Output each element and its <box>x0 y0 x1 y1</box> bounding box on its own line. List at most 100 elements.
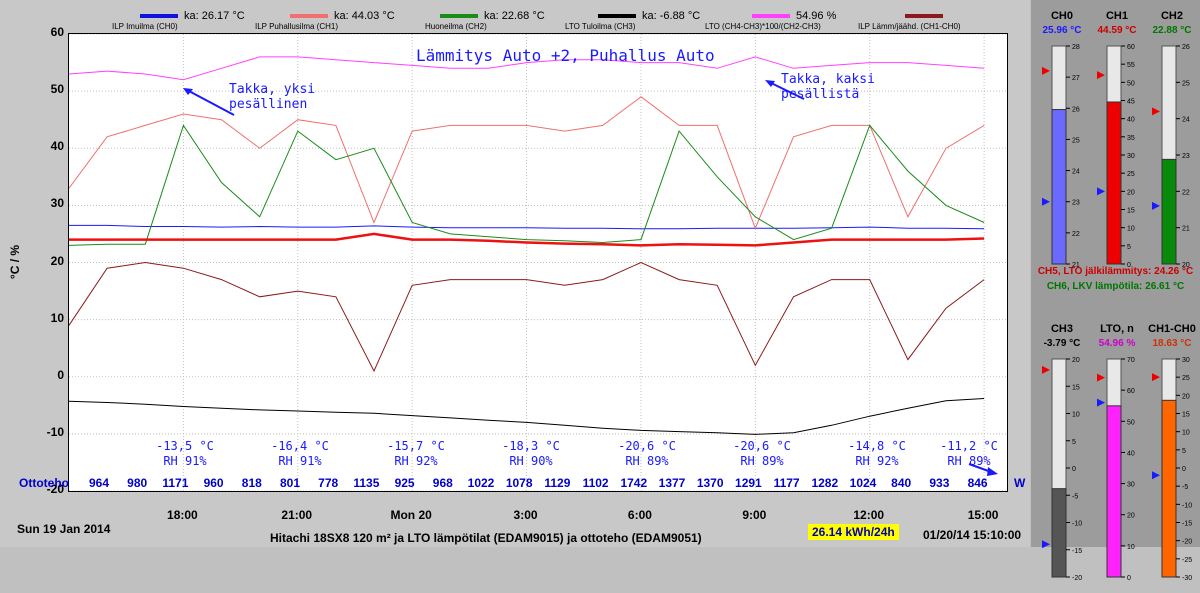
legend-swatch <box>290 14 328 19</box>
gauge-tick-label: -15 <box>1182 521 1192 528</box>
y-tick-label: -10 <box>46 424 64 439</box>
ottoteho-value: 818 <box>241 476 262 490</box>
outdoor-reading: -11,2 °C RH 89% <box>924 439 1014 469</box>
ottoteho-label: Ottoteho <box>19 476 69 490</box>
ottoteho-value: 846 <box>967 476 988 490</box>
gauge-tick-label: 60 <box>1127 44 1135 51</box>
legend-series-name: ILP Lämm/jäähd. (CH1-CH0) <box>858 22 961 31</box>
legend-entry <box>905 10 949 22</box>
gauge-tick-label: 0 <box>1182 466 1186 473</box>
gauge-tick-label: 28 <box>1072 44 1080 51</box>
gauge-ch1: CH1 44.59 °C 60 55 50 45 40 35 30 25 20 15 10 5 0 <box>1089 10 1145 280</box>
gauge-tick-label: 26 <box>1182 44 1190 51</box>
outdoor-temp: -20,6 °C <box>733 439 791 453</box>
outdoor-temp: -20,6 °C <box>618 439 676 453</box>
outdoor-rh: RH 89% <box>947 454 991 468</box>
legend-swatch <box>440 14 478 19</box>
gauge-tick-label: 20 <box>1182 262 1190 269</box>
gauge-low-marker <box>1152 471 1160 480</box>
gauge-fill <box>1106 101 1122 265</box>
gauge-tick-label: 25 <box>1127 171 1135 178</box>
ottoteho-value: 1377 <box>658 476 686 490</box>
legend-series-name: Huoneilma (CH2) <box>425 22 487 31</box>
outdoor-rh: RH 92% <box>855 454 899 468</box>
gauge-tick-label: 60 <box>1127 388 1135 395</box>
ottoteho-value: 980 <box>127 476 148 490</box>
x-tick-label: 9:00 <box>742 508 767 522</box>
ottoteho-value: 1078 <box>505 476 533 490</box>
legend-entry: ka: 26.17 °C <box>140 10 245 22</box>
x-tick-label: 21:00 <box>281 508 313 522</box>
legend-value: ka: 26.17 °C <box>184 10 245 22</box>
annotation-takka-2: Takka, kaksi pesällistä <box>781 72 875 102</box>
gauge-tick-label: 70 <box>1127 357 1135 364</box>
gauge-low-marker <box>1097 187 1105 196</box>
gauge-tick-label: 15 <box>1072 384 1080 391</box>
x-tick-label: 6:00 <box>627 508 652 522</box>
gauge-tick-label: 30 <box>1127 153 1135 160</box>
gauge-ch0: CH0 25.96 °C 28 27 26 25 24 23 22 21 <box>1034 10 1090 280</box>
gauge-tick-label: 40 <box>1127 117 1135 124</box>
ottoteho-value: 1102 <box>582 476 609 490</box>
gauge-svg: 20 15 10 5 0 -5 -10 -15 -20 <box>1042 357 1082 582</box>
gauge-tick-label: 20 <box>1182 393 1190 400</box>
gauge-low-marker <box>1042 540 1050 549</box>
outdoor-rh: RH 91% <box>278 454 322 468</box>
outdoor-temp: -14,8 °C <box>848 439 906 453</box>
legend-entry: 54.96 % <box>752 10 836 22</box>
gauge-tick-label: -20 <box>1072 575 1082 582</box>
legend-value: ka: 44.03 °C <box>334 10 395 22</box>
gauge-fill <box>1161 399 1177 578</box>
outdoor-temp: -13,5 °C <box>156 439 214 453</box>
ottoteho-value: 968 <box>432 476 453 490</box>
gauge-tick-label: 27 <box>1072 75 1080 82</box>
gauge-tick-label: 10 <box>1072 412 1080 419</box>
ottoteho-value: 778 <box>318 476 339 490</box>
x-tick-label: 15:00 <box>967 508 999 522</box>
annotation-line: pesällistä <box>781 87 860 102</box>
y-tick-label: 40 <box>50 139 64 154</box>
gauge-tick-label: 20 <box>1127 189 1135 196</box>
gauge-low-marker <box>1042 197 1050 206</box>
gauge-tick-label: 26 <box>1072 106 1080 113</box>
y-tick-label: 10 <box>50 310 64 325</box>
energy-badge: 26.14 kWh/24h <box>808 524 899 540</box>
legend-swatch <box>905 14 943 19</box>
outdoor-reading: -16,4 °C RH 91% <box>255 439 345 469</box>
y-tick-label: -20 <box>46 482 64 496</box>
gauge-value: 18.63 °C <box>1152 338 1192 349</box>
annotation-line: Takka, yksi <box>229 82 316 97</box>
gauge-low-marker <box>1097 398 1105 407</box>
gauge-tick-label: 25 <box>1072 137 1080 144</box>
legend-series-name: ILP Imuilma (CH0) <box>112 22 178 31</box>
gauge-tick-label: -5 <box>1182 484 1188 491</box>
chart-annotation-title: Lämmitys Auto +2, Puhallus Auto <box>416 46 715 65</box>
gauge-tick-label: 55 <box>1127 62 1135 69</box>
outdoor-reading: -15,7 °C RH 92% <box>371 439 461 469</box>
gauge-tick-label: 24 <box>1182 117 1190 124</box>
gauge-tick-label: -20 <box>1182 539 1192 546</box>
outdoor-temp: -11,2 °C <box>940 439 998 453</box>
arrowhead <box>183 88 193 95</box>
annotation-line: Takka, kaksi <box>781 72 875 87</box>
ottoteho-value: 925 <box>394 476 415 490</box>
footer-timestamp: 01/20/14 15:10:00 <box>923 528 1022 542</box>
legend-series-name: LTO Tuloilma (CH3) <box>565 22 636 31</box>
gauge-tick-label: 10 <box>1182 430 1190 437</box>
gauge-value: 25.96 °C <box>1042 25 1082 36</box>
series-line-6 <box>69 232 985 247</box>
gauge-tick-label: 23 <box>1072 200 1080 207</box>
gauge-high-marker <box>1097 373 1105 382</box>
legend-entry: ka: 44.03 °C <box>290 10 395 22</box>
plot-svg <box>69 34 1007 491</box>
legend-swatch <box>752 14 790 19</box>
gauge-svg: 70 60 50 40 30 20 10 0 <box>1097 357 1135 582</box>
gauge-tick-label: 40 <box>1127 450 1135 457</box>
arrowhead <box>765 80 775 87</box>
ottoteho-unit: W <box>1014 476 1026 490</box>
ottoteho-value: 1370 <box>696 476 724 490</box>
gauge-tick-label: 25 <box>1182 80 1190 87</box>
x-tick-label: 3:00 <box>513 508 538 522</box>
annotation-line: pesällinen <box>229 97 308 112</box>
